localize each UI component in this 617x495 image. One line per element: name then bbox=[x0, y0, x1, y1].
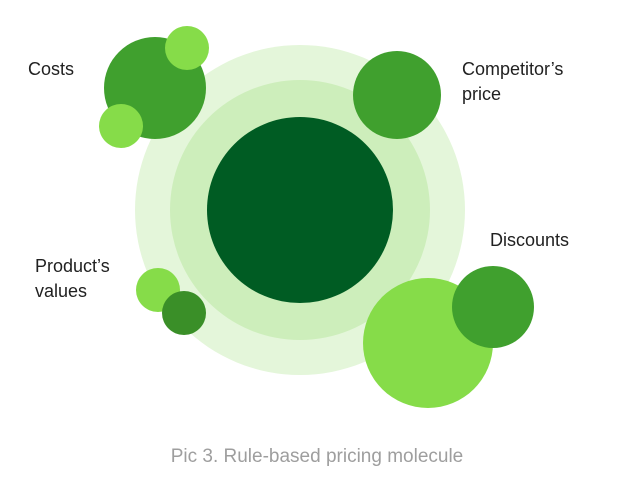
label: Costs bbox=[28, 59, 74, 79]
caption: Pic 3. Rule-based pricing molecule bbox=[171, 446, 464, 467]
discounts-atom bbox=[452, 266, 534, 348]
costs-atom-small bbox=[99, 104, 143, 148]
label: Product’s bbox=[35, 256, 110, 276]
product-atom-dark bbox=[162, 291, 206, 335]
costs-atom-small bbox=[165, 26, 209, 70]
core bbox=[207, 117, 393, 303]
label: price bbox=[462, 84, 501, 104]
label: values bbox=[35, 281, 87, 301]
label: Discounts bbox=[490, 230, 569, 250]
competitor-atom bbox=[353, 51, 441, 139]
label: Competitor’s bbox=[462, 59, 563, 79]
